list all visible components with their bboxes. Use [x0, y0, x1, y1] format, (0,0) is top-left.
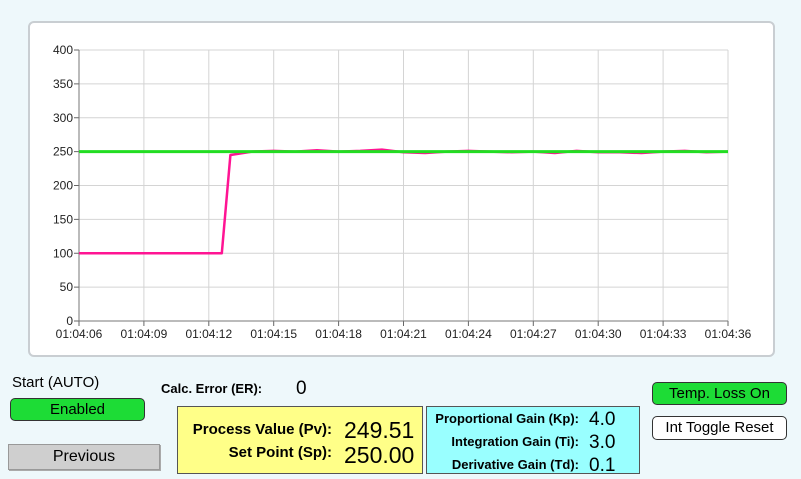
int-toggle-reset-button[interactable]: Int Toggle Reset: [652, 416, 787, 440]
derivative-gain-value: 0.1: [589, 455, 616, 476]
x-tick-label: 01:04:30: [575, 327, 622, 341]
integration-gain-value: 3.0: [589, 432, 616, 453]
x-tick-label: 01:04:18: [315, 327, 362, 341]
start-mode-label: Start (AUTO): [12, 374, 100, 391]
y-tick-label: 300: [53, 111, 73, 125]
calc-error-value: 0: [296, 378, 307, 399]
enabled-button[interactable]: Enabled: [10, 398, 145, 421]
x-tick-label: 01:04:06: [56, 327, 103, 341]
x-tick-label: 01:04:09: [121, 327, 168, 341]
proportional-gain-label: Proportional Gain (Kp):: [435, 411, 579, 426]
y-tick-label: 400: [53, 43, 73, 57]
temp-loss-button[interactable]: Temp. Loss On: [652, 382, 787, 405]
derivative-gain-label: Derivative Gain (Td):: [451, 457, 579, 472]
y-tick-label: 250: [53, 145, 73, 159]
previous-button[interactable]: Previous: [8, 444, 160, 470]
y-tick-label: 50: [60, 280, 74, 294]
set-point-value: 250.00: [344, 442, 415, 468]
chart-panel: 0 50 100 150 200 250 300 350 400 01:04:06 01:04:09…: [28, 21, 775, 357]
x-tick-label: 01:04:24: [445, 327, 492, 341]
x-tick-label: 01:04:12: [185, 327, 232, 341]
y-tick-label: 200: [53, 179, 73, 193]
y-tick-label: 350: [53, 77, 73, 91]
y-tick-label: 150: [53, 212, 73, 226]
set-point-label: Set Point (Sp):: [228, 444, 332, 461]
y-tick-label: 0: [66, 314, 73, 328]
proportional-gain-value: 4.0: [589, 409, 616, 430]
x-tick-label: 01:04:27: [510, 327, 557, 341]
x-tick-label: 01:04:33: [640, 327, 687, 341]
process-value-panel: Process Value (Pv): 249.51 Set Point (Sp…: [177, 406, 423, 474]
line-chart: 0 50 100 150 200 250 300 350 400 01:04:06 01:04:09…: [53, 43, 752, 341]
integration-gain-label: Integration Gain (Ti):: [451, 434, 579, 449]
process-value: 249.51: [344, 417, 415, 443]
x-tick-label: 01:04:15: [250, 327, 297, 341]
calc-error-label: Calc. Error (ER):: [161, 381, 263, 396]
gains-panel: Proportional Gain (Kp): 4.0 Integration …: [426, 406, 640, 476]
x-tick-label: 01:04:36: [705, 327, 752, 341]
x-tick-label: 01:04:21: [380, 327, 427, 341]
y-tick-label: 100: [53, 246, 73, 260]
process-value-label: Process Value (Pv):: [192, 421, 332, 438]
